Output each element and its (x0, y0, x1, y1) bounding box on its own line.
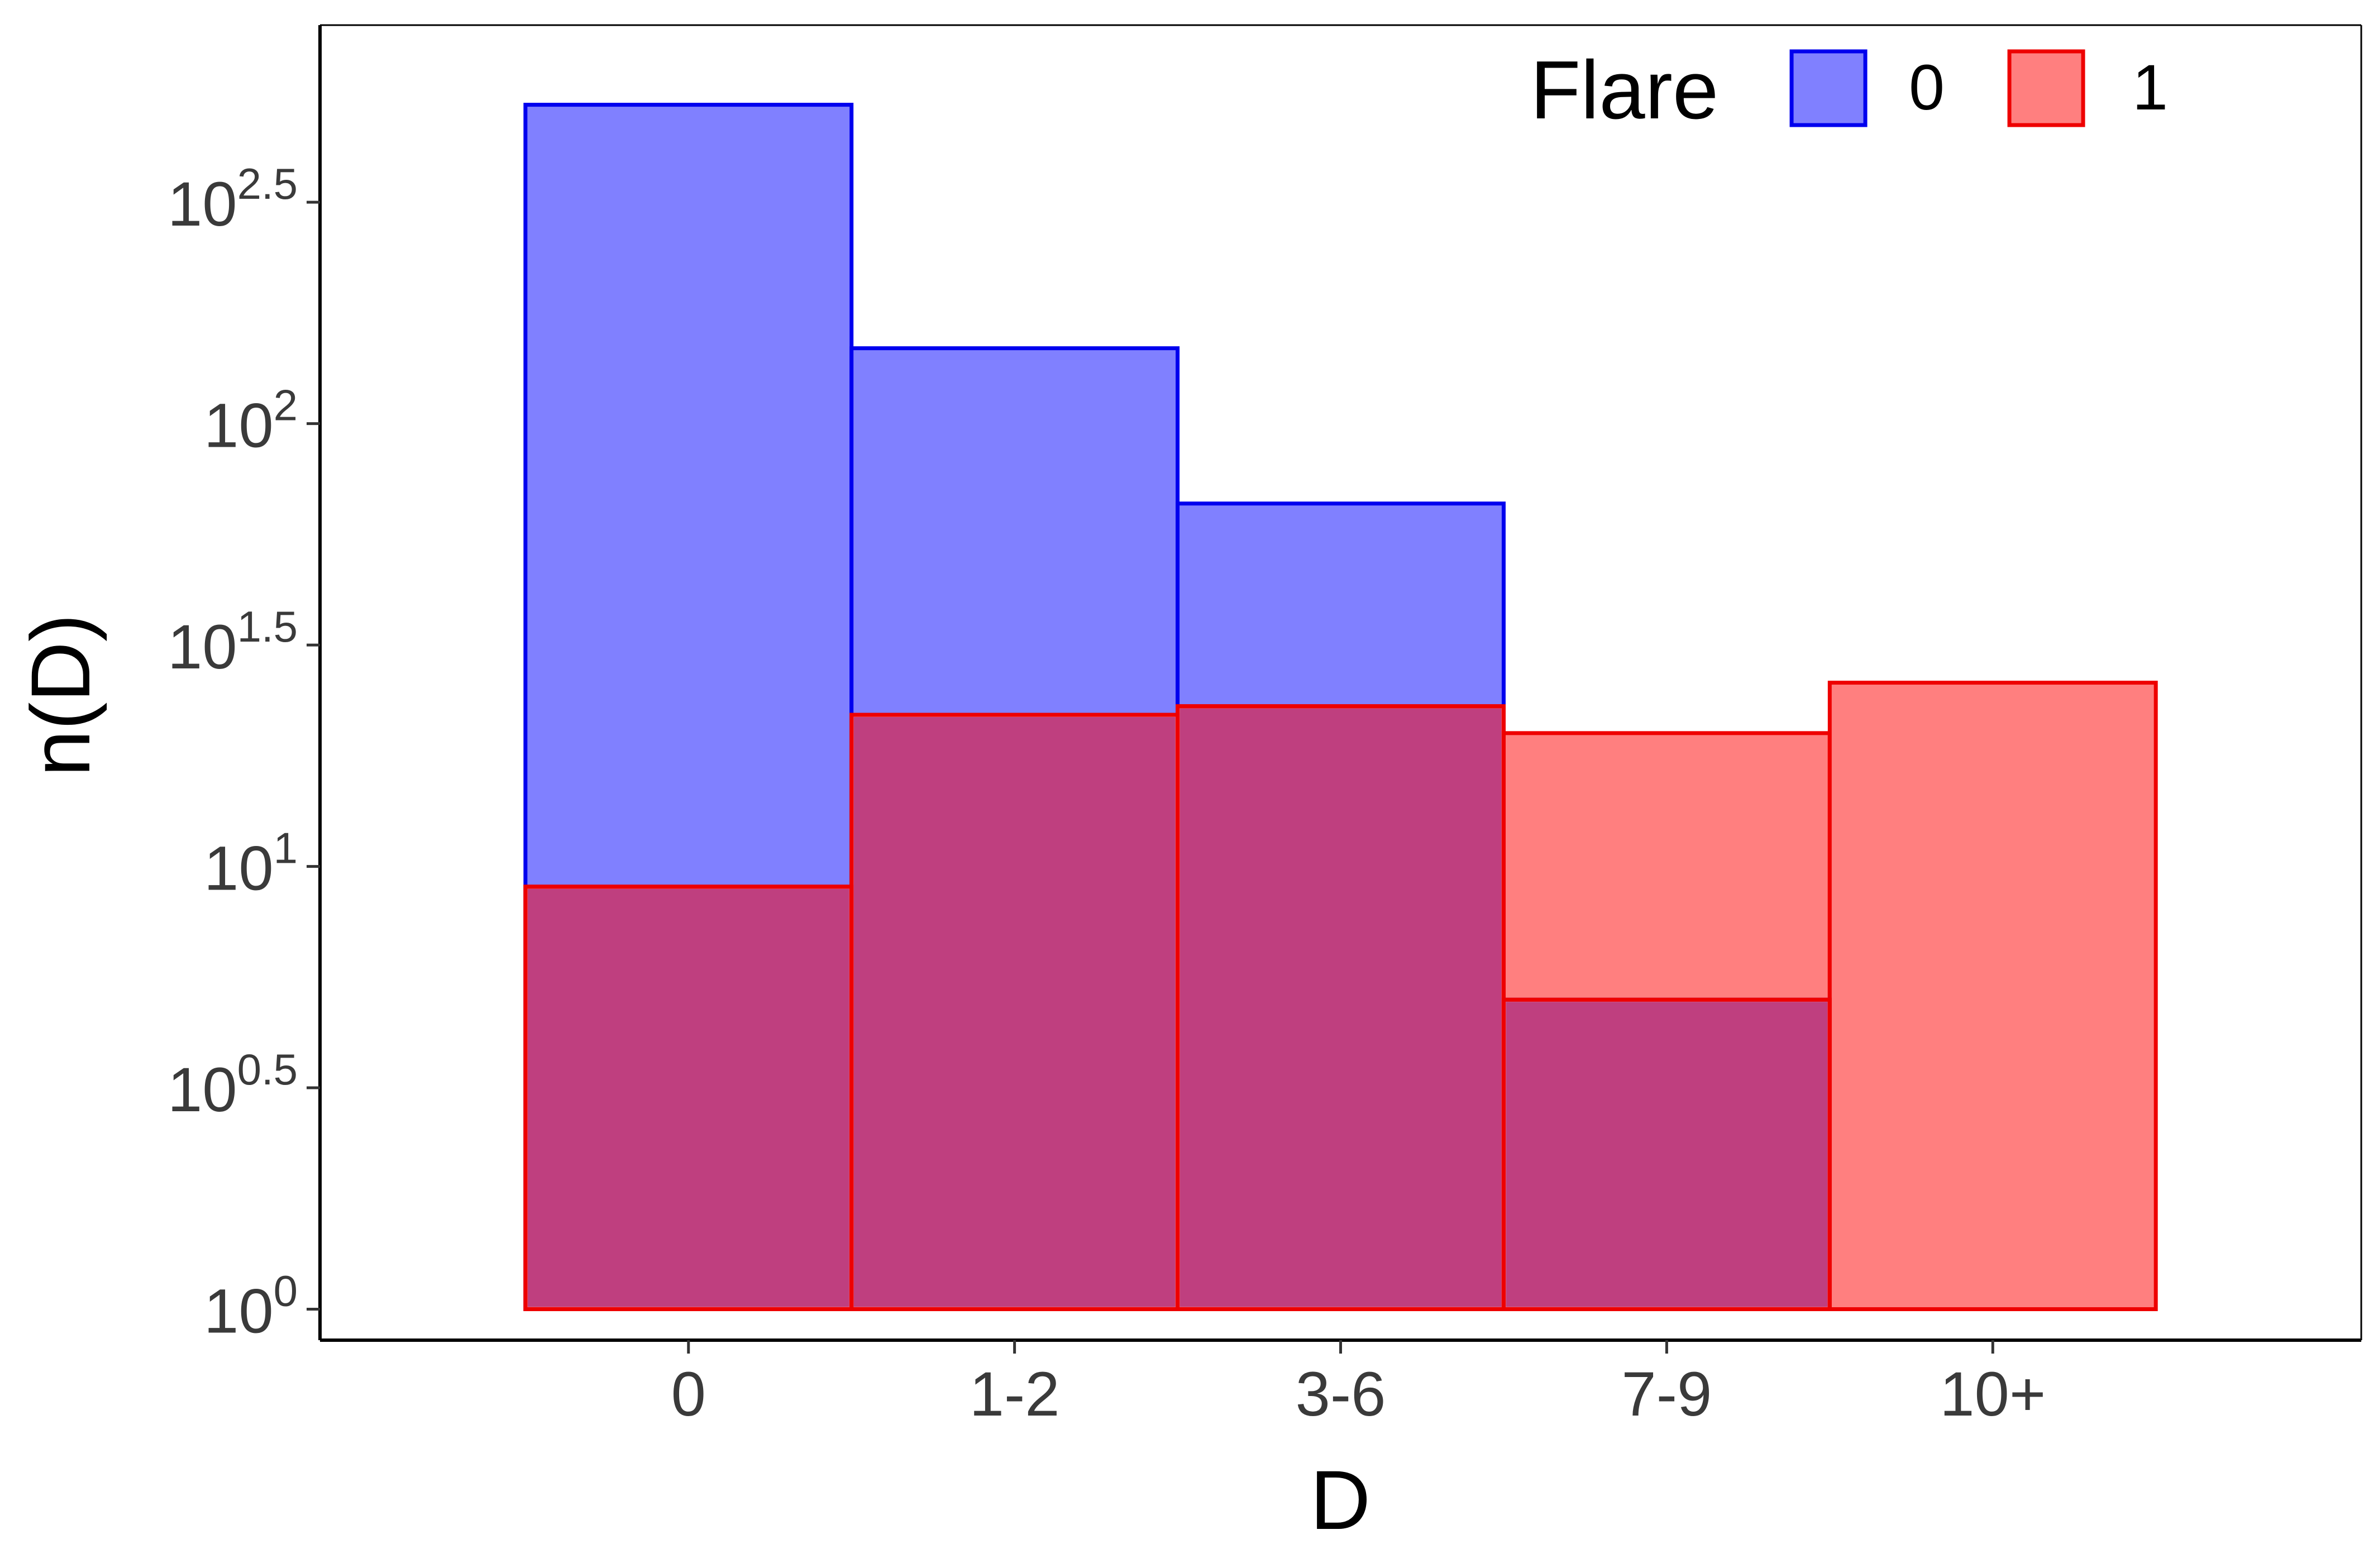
bar-outline-7-9 (1501, 997, 1832, 1311)
bar-overlap-1-2 (853, 717, 1176, 1307)
y-tick-label: 100.5 (168, 1045, 298, 1125)
legend-key-0 (1789, 49, 1868, 127)
legend: Flare 0 1 (1530, 44, 2168, 136)
bars-layer (523, 103, 2158, 1311)
bar-overlap-7-9 (1506, 1002, 1828, 1307)
bar-overlap-3-6 (1180, 708, 1502, 1307)
y-tick-label: 102 (204, 381, 298, 461)
legend-label-0: 0 (1909, 52, 1945, 123)
y-tick-label: 101 (204, 824, 298, 903)
legend-title: Flare (1530, 44, 1718, 136)
legend-key-1 (2007, 49, 2085, 127)
x-tick-label-7-9: 7-9 (1621, 1359, 1712, 1429)
y-tick-label: 101.5 (168, 602, 298, 682)
bar-flare1-10+ (1827, 681, 2158, 1311)
y-tick-label: 100 (204, 1266, 298, 1346)
y-axis-title: n(D) (13, 614, 107, 777)
y-axis-ticks: 100 100.5 101 101.5 102 102.5 (168, 159, 320, 1346)
x-axis-ticks: 0 1-2 3-6 7-9 10+ (671, 1340, 2046, 1429)
x-tick-label-3-6: 3-6 (1296, 1359, 1386, 1429)
y-tick-label: 102.5 (168, 159, 298, 239)
x-tick-label-0: 0 (671, 1359, 706, 1429)
x-axis-title: D (1310, 1453, 1371, 1547)
x-tick-label-1-2: 1-2 (970, 1359, 1060, 1429)
x-tick-label-10+: 10+ (1940, 1359, 2046, 1429)
legend-label-1: 1 (2132, 52, 2168, 123)
bar-overlap-0 (527, 888, 849, 1307)
